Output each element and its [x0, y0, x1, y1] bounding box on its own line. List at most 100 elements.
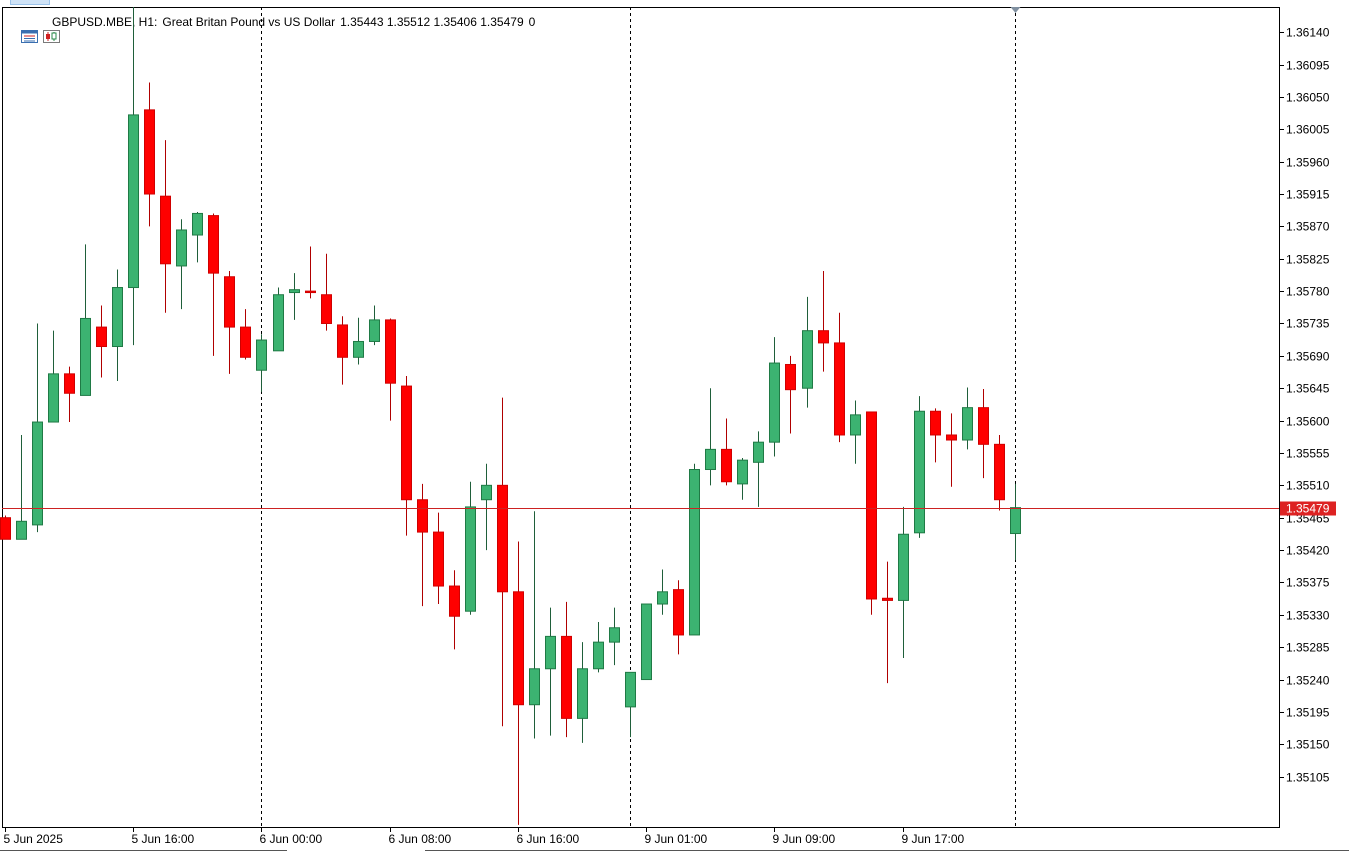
bear-candle	[866, 411, 877, 600]
bear-candle	[449, 585, 460, 617]
bear-candle	[321, 294, 332, 324]
bear-candle	[946, 434, 957, 441]
bull-candle	[465, 506, 476, 612]
y-tick-label: 1.35915	[1286, 188, 1330, 202]
bull-candle	[657, 591, 668, 605]
chart-frame	[2, 7, 1280, 828]
x-tick-label: 6 Jun 08:00	[389, 832, 452, 846]
y-tick-label: 1.35105	[1286, 771, 1330, 785]
bull-candle	[914, 410, 925, 534]
bear-candle	[673, 589, 684, 636]
active-tab-marker[interactable]	[10, 0, 50, 5]
y-tick-label: 1.35780	[1286, 285, 1330, 299]
x-tick-label: 5 Jun 16:00	[132, 832, 195, 846]
bear-candle	[144, 109, 155, 195]
bull-candle	[802, 330, 813, 389]
bull-candle	[80, 317, 91, 396]
bull-candle	[577, 668, 588, 719]
bull-candle	[481, 484, 492, 501]
tick-volume: 0	[528, 15, 536, 29]
x-tick-label: 9 Jun 17:00	[902, 832, 965, 846]
bull-candle	[1010, 507, 1021, 535]
bear-candle	[64, 373, 75, 394]
bull-candle	[753, 441, 764, 463]
y-tick-label: 1.35960	[1286, 156, 1330, 170]
bull-candle	[48, 373, 59, 423]
bull-candle	[625, 671, 636, 708]
y-tick-label: 1.36005	[1286, 123, 1330, 137]
bull-candle	[593, 641, 604, 670]
bear-candle	[160, 195, 171, 265]
chart-header: GBPUSD.MBE, H1: Great Britan Pound vs US…	[8, 13, 540, 43]
bull-candle	[962, 407, 973, 441]
bear-candle	[385, 319, 396, 384]
bull-candle	[705, 448, 716, 471]
y-tick-label: 1.35330	[1286, 609, 1330, 623]
x-tick-label: 9 Jun 09:00	[773, 832, 836, 846]
current-price-badge	[1280, 501, 1336, 516]
y-tick-label: 1.36140	[1286, 26, 1330, 40]
y-tick-label: 1.35600	[1286, 415, 1330, 429]
bull-candle	[529, 668, 540, 706]
bear-candle	[785, 363, 796, 391]
y-tick-label: 1.35150	[1286, 738, 1330, 752]
bear-candle	[818, 330, 829, 344]
y-tick-label: 1.35195	[1286, 706, 1330, 720]
chart-window-icon[interactable]	[8, 16, 39, 43]
bull-candle	[16, 520, 27, 540]
bear-candle	[417, 499, 428, 533]
bull-candle	[737, 459, 748, 485]
bear-candle	[337, 324, 348, 358]
bull-candle	[850, 414, 861, 436]
bear-candle	[978, 407, 989, 445]
bear-candle	[721, 448, 732, 483]
bear-candle	[930, 410, 941, 436]
y-tick-label: 1.35420	[1286, 544, 1330, 558]
bull-candle	[256, 339, 267, 371]
bull-candle	[609, 627, 620, 643]
bull-candle	[192, 212, 203, 236]
bear-candle	[433, 531, 444, 587]
bull-candle	[769, 362, 780, 443]
bear-candle	[96, 326, 107, 348]
bear-candle	[305, 290, 316, 294]
y-tick-label: 1.35510	[1286, 479, 1330, 493]
y-tick-label: 1.35870	[1286, 220, 1330, 234]
bull-candle	[32, 421, 43, 526]
chart-shift-marker[interactable]	[1010, 7, 1021, 13]
bull-candle	[898, 533, 909, 601]
x-tick-label: 6 Jun 16:00	[517, 832, 580, 846]
bear-candle	[513, 591, 524, 706]
bull-candle	[353, 340, 364, 358]
candles-icon[interactable]	[30, 16, 61, 43]
bull-candle	[128, 114, 139, 289]
bull-candle	[369, 319, 380, 342]
y-tick-label: 1.36050	[1286, 91, 1330, 105]
x-tick-label: 6 Jun 00:00	[260, 832, 323, 846]
bear-candle	[561, 635, 572, 719]
bear-candle	[882, 597, 893, 601]
y-tick-label: 1.35735	[1286, 317, 1330, 331]
x-tick-label: 5 Jun 2025	[4, 832, 64, 846]
ohlc-values: 1.35443 1.35512 1.35406 1.35479	[340, 15, 524, 29]
y-tick-label: 1.35375	[1286, 576, 1330, 590]
y-tick-label: 1.35645	[1286, 382, 1330, 396]
bear-candle	[994, 443, 1005, 501]
x-tick-label: 9 Jun 01:00	[645, 832, 708, 846]
current-price-label: 1.35479	[1286, 502, 1330, 516]
bear-candle	[834, 342, 845, 436]
y-tick-label: 1.35555	[1286, 447, 1330, 461]
y-tick-label: 1.35240	[1286, 674, 1330, 688]
y-tick-label: 1.35690	[1286, 350, 1330, 364]
y-tick-label: 1.35285	[1286, 641, 1330, 655]
bear-candle	[401, 385, 412, 501]
bull-candle	[689, 469, 700, 636]
bear-candle	[224, 276, 235, 328]
bull-candle	[273, 294, 284, 352]
bull-candle	[176, 229, 187, 267]
symbol-description: Great Britan Pound vs US Dollar	[162, 15, 336, 29]
bull-candle	[641, 603, 652, 681]
bear-candle	[240, 326, 251, 358]
